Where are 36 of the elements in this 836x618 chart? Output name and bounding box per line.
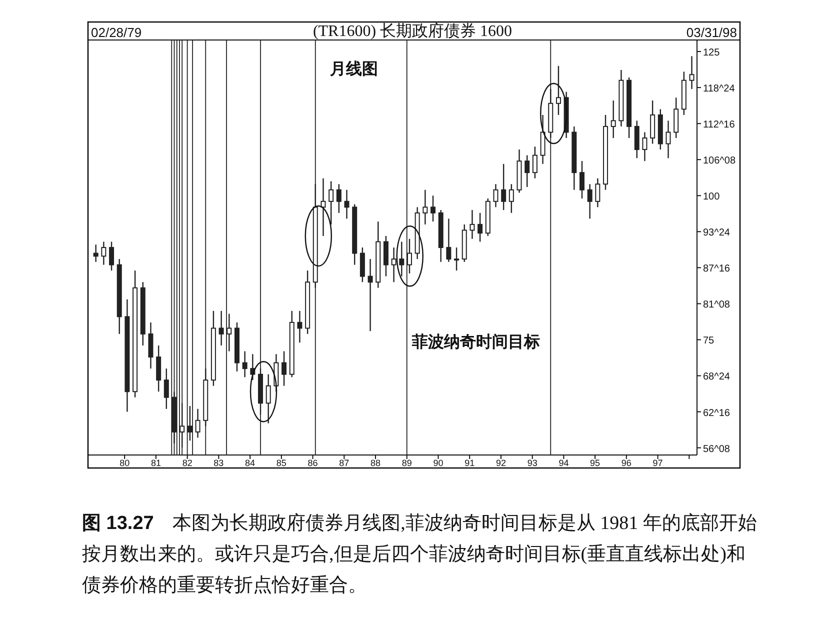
annotation: 月线图 [329,60,378,78]
chart-title: (TR1600) 长期政府债券 1600 [312,22,512,40]
x-tick-label: 86 [308,458,318,468]
x-tick-label: 81 [150,458,161,468]
x-tick-label: 92 [496,458,506,468]
y-tick-label: 118^24 [703,84,736,95]
x-tick-label: 93 [527,458,538,468]
annotation: 菲波纳奇时间目标 [411,333,540,351]
text: 图 13.27 本图为长期政府债券月线图,菲波纳奇时间目标是从 1981 年的底部开始按月数出来的。或许只是巧合,但是后四个菲波纳奇时间目标(垂直直线标出处)和债券价格的重要转折点恰好重合。 [82,513,757,596]
x-tick-label: 84 [245,458,256,468]
x-tick-label: 82 [182,458,192,468]
y-tick-label: 106^08 [703,156,736,167]
y-tick-label: 112^16 [703,120,736,131]
x-tick-label: 88 [370,458,381,468]
x-tick-label: 83 [214,458,224,468]
x-tick-label: 90 [433,458,444,468]
y-tick-label: 68^24 [703,372,730,383]
x-tick-label: 85 [276,458,286,468]
x-tick-label: 89 [402,458,412,468]
text: 03/31/98 [686,25,737,40]
y-tick-label: 93^24 [703,228,730,239]
x-tick-label: 96 [621,458,632,468]
y-tick-label: 100 [703,192,720,203]
text: 02/28/79 [91,25,142,40]
x-tick-label: 91 [464,458,475,468]
x-tick-label: 97 [652,458,663,468]
x-tick-label: 80 [120,458,130,468]
x-tick-label: 87 [339,458,350,468]
y-tick-label: 87^16 [703,264,730,275]
y-tick-label: 75 [703,336,715,347]
x-tick-label: 95 [590,458,600,468]
x-tick-label: 94 [558,458,569,468]
y-tick-label: 62^16 [703,408,730,419]
y-tick-label: 125 [703,48,720,59]
y-tick-label: 81^08 [703,300,730,311]
y-tick-label: 56^08 [703,444,730,455]
